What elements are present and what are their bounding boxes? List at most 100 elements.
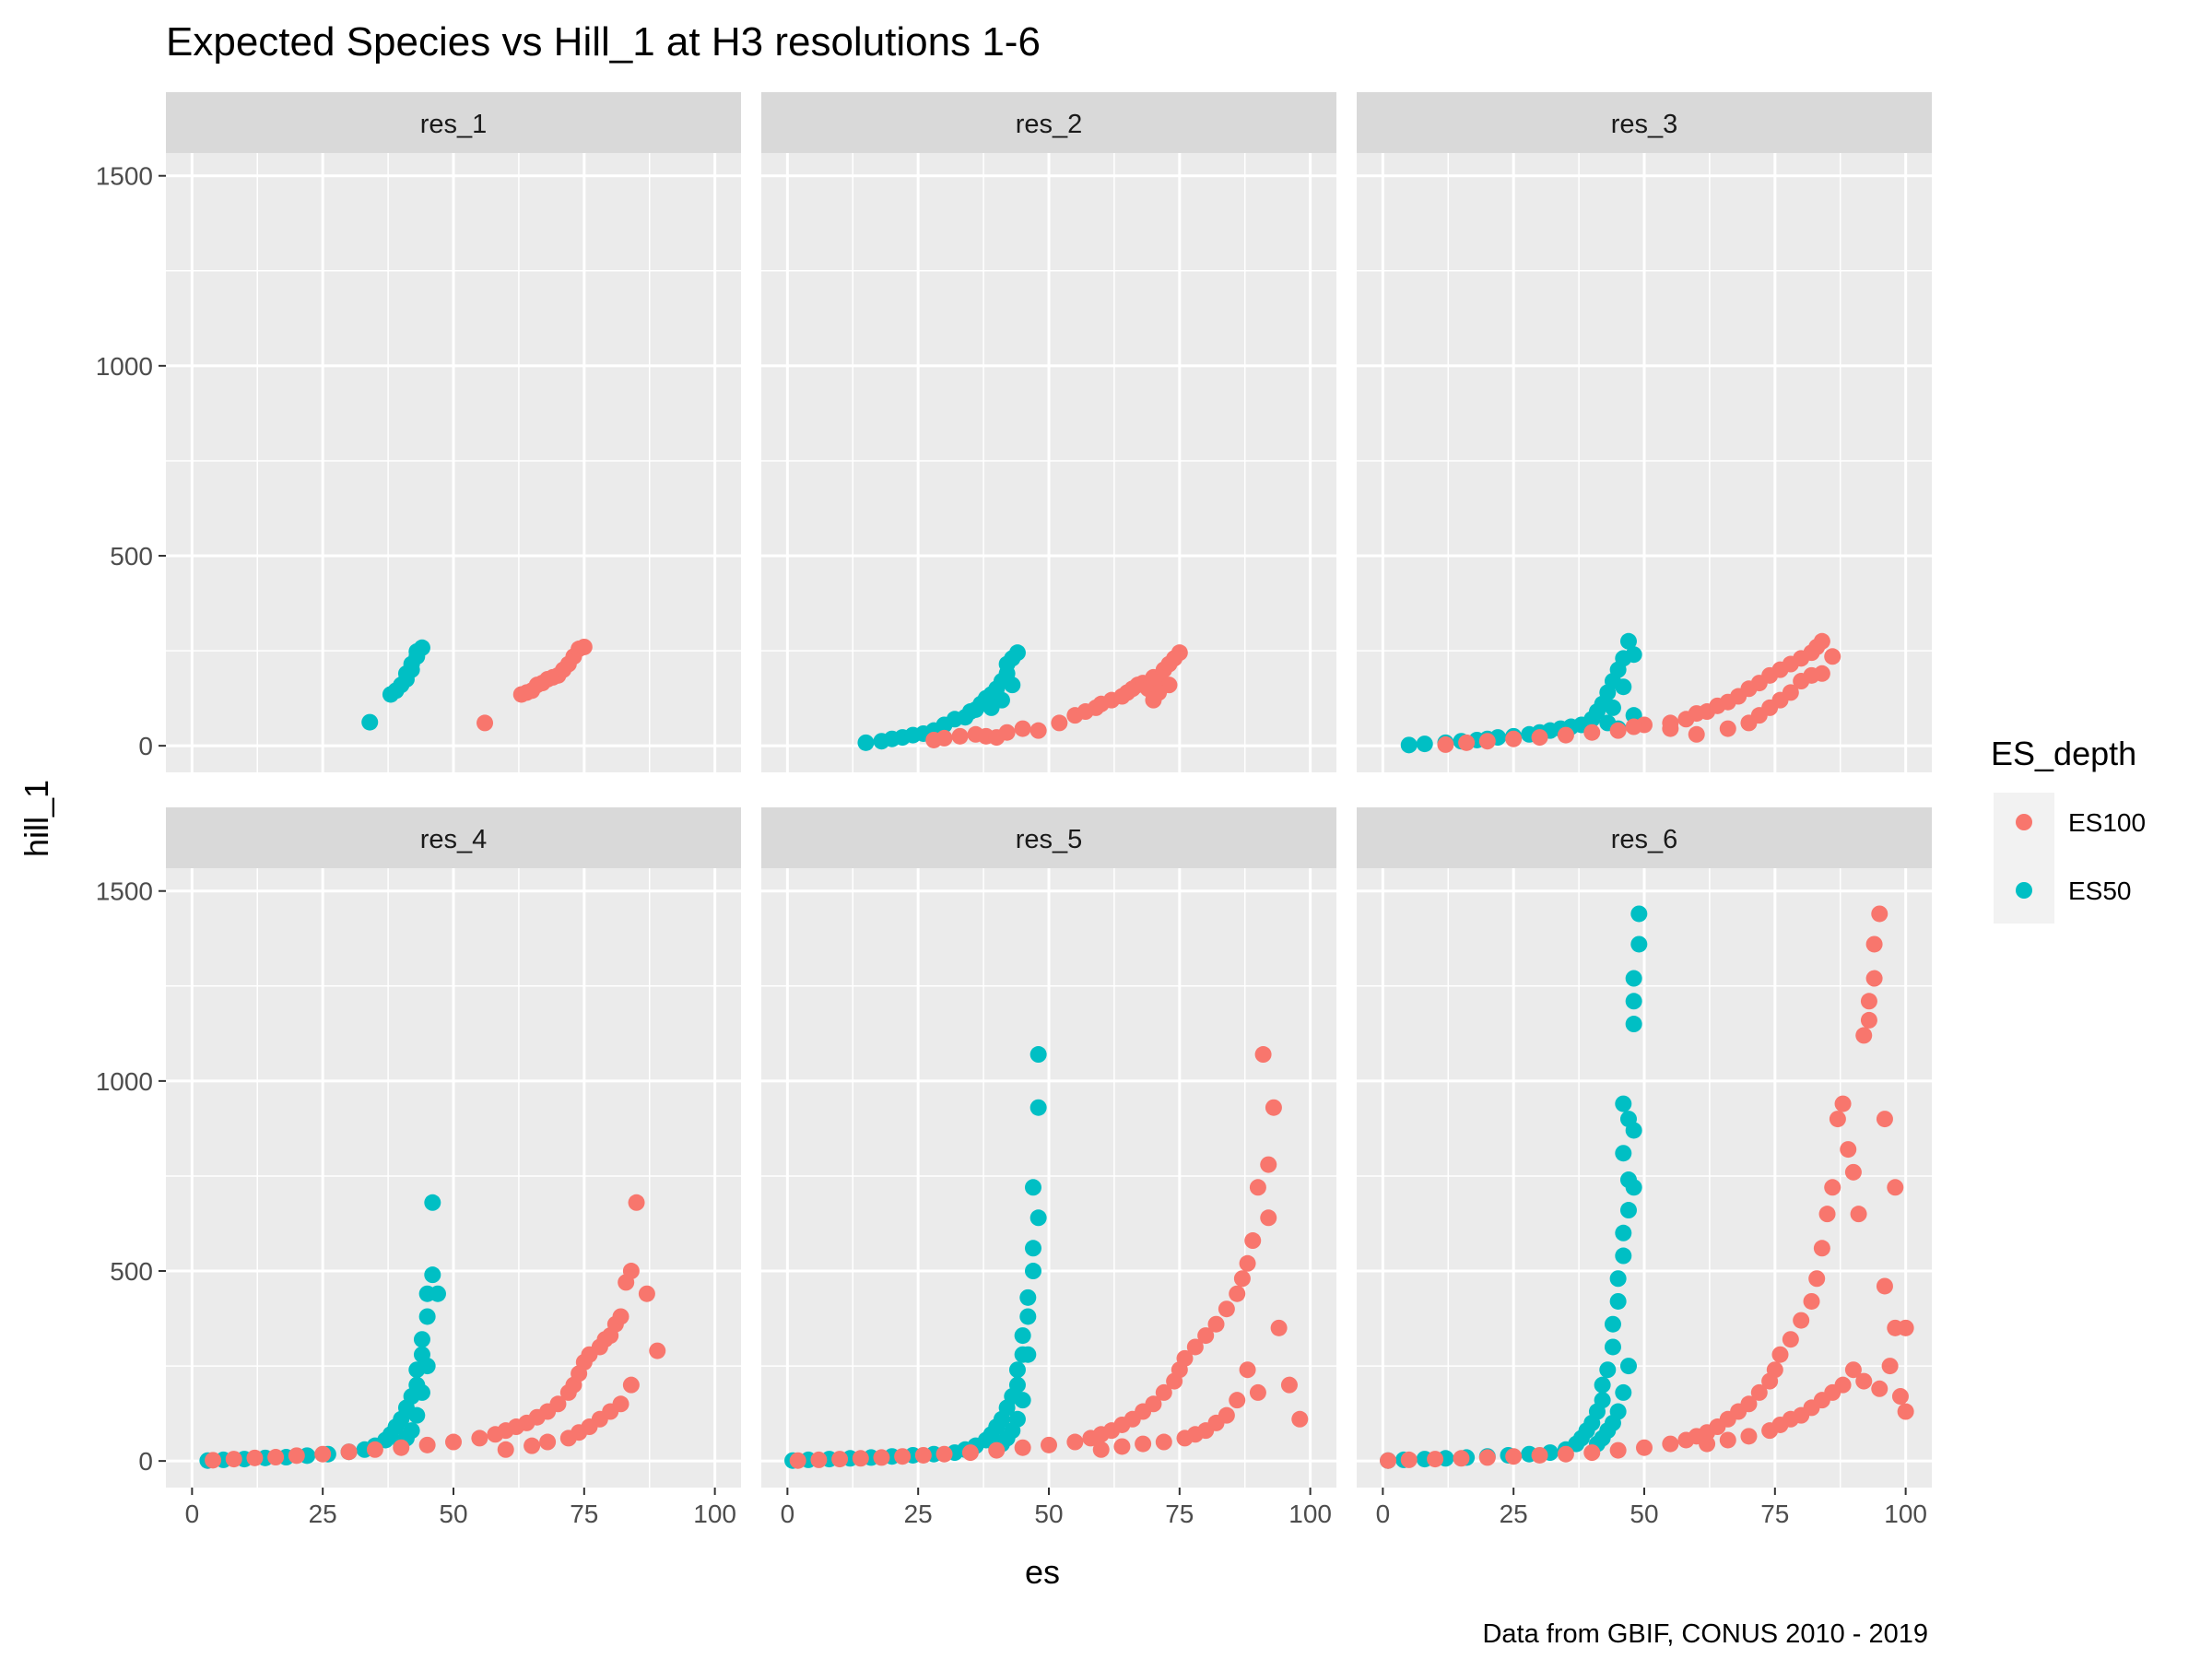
data-point — [1019, 1308, 1037, 1325]
series-es100 — [477, 638, 593, 732]
data-point — [1625, 718, 1642, 735]
data-point — [1400, 736, 1418, 754]
data-point — [418, 1308, 436, 1325]
data-point — [1014, 720, 1031, 737]
data-point — [1865, 970, 1883, 987]
data-point — [1824, 1179, 1841, 1196]
data-point — [1844, 1361, 1862, 1379]
data-point — [998, 724, 1016, 741]
data-point — [1615, 1145, 1632, 1162]
data-point — [1265, 1099, 1282, 1116]
data-point — [1619, 1202, 1637, 1219]
data-point — [1897, 1403, 1914, 1420]
series-es100 — [789, 1046, 1309, 1469]
facet-res_2: res_2 — [761, 92, 1336, 772]
data-point — [628, 1194, 645, 1211]
data-point — [1865, 935, 1883, 953]
data-point — [1615, 1383, 1632, 1401]
x-tick-label: 100 — [1288, 1500, 1332, 1528]
data-point — [1793, 1312, 1810, 1329]
data-point — [471, 1430, 488, 1447]
data-point — [935, 1445, 953, 1463]
data-point — [1699, 1435, 1716, 1453]
data-point — [1197, 1327, 1215, 1345]
x-tick-label: 50 — [1630, 1500, 1658, 1528]
data-point — [1024, 1179, 1041, 1196]
data-point — [1662, 1435, 1679, 1453]
data-point — [559, 1430, 577, 1447]
data-point — [894, 1448, 912, 1465]
data-point — [1145, 1395, 1162, 1413]
x-tick-label: 75 — [570, 1500, 598, 1528]
y-tick-label: 1500 — [96, 162, 153, 191]
x-tick-label: 25 — [904, 1500, 933, 1528]
data-point — [408, 1406, 426, 1424]
y-tick-label: 0 — [138, 1447, 153, 1476]
data-point — [1014, 1327, 1031, 1345]
data-point — [1609, 1292, 1627, 1310]
data-point — [1813, 632, 1830, 650]
facet-res_6: res_6 0 25 50 75 100 — [1357, 807, 1932, 1528]
data-point — [935, 729, 953, 747]
data-point — [1636, 1439, 1653, 1456]
data-point — [413, 1383, 430, 1401]
data-point — [1155, 1433, 1172, 1451]
facet-res_3: res_3 — [1357, 92, 1932, 772]
data-point — [1113, 1438, 1131, 1455]
data-point — [1855, 1372, 1873, 1390]
x-tick-label: 0 — [185, 1500, 200, 1528]
y-tick-label: 1000 — [96, 1067, 153, 1096]
facet-strip-label: res_6 — [1611, 825, 1678, 854]
data-point — [649, 1342, 666, 1359]
data-point — [1891, 1388, 1909, 1406]
data-point — [1478, 733, 1496, 750]
data-point — [1844, 1163, 1862, 1181]
data-point — [1019, 1346, 1037, 1363]
data-point — [1619, 1358, 1637, 1375]
data-point — [982, 699, 1000, 716]
data-point — [497, 1441, 514, 1458]
data-point — [1818, 1206, 1836, 1223]
data-point — [1604, 1338, 1621, 1356]
data-point — [810, 1451, 828, 1468]
data-point — [1594, 1392, 1611, 1409]
facet-strip — [1357, 807, 1932, 868]
x-tick-label: 75 — [1760, 1500, 1789, 1528]
caption: Data from GBIF, CONUS 2010 - 2019 — [1482, 1619, 1928, 1649]
data-point — [413, 1331, 430, 1348]
data-point — [1630, 905, 1648, 923]
data-point — [539, 1433, 557, 1451]
data-point — [1239, 1361, 1256, 1379]
data-point — [1860, 1011, 1877, 1029]
data-point — [1557, 1445, 1574, 1463]
data-point — [1829, 1111, 1846, 1128]
data-point — [549, 1395, 567, 1413]
data-point — [424, 1266, 441, 1284]
series-es100 — [1380, 905, 1914, 1469]
data-point — [1176, 1349, 1194, 1367]
series-es100 — [925, 644, 1188, 748]
gridlines — [761, 153, 1336, 772]
data-point — [1092, 1441, 1110, 1458]
data-point — [205, 1452, 222, 1469]
y-tick-label: 500 — [110, 1257, 153, 1286]
legend-key-background — [1994, 793, 2054, 924]
gridlines — [166, 868, 741, 1488]
facet-strip-label: res_2 — [1016, 110, 1083, 139]
data-point — [1249, 1383, 1266, 1401]
data-point — [1808, 1270, 1826, 1288]
data-point — [1218, 1300, 1235, 1318]
data-point — [988, 1441, 1006, 1459]
gridlines — [166, 153, 741, 772]
data-point — [1876, 1111, 1893, 1128]
legend-key-es50 — [2016, 882, 2032, 899]
data-point — [1625, 1179, 1642, 1196]
data-point — [622, 1263, 640, 1280]
data-point — [1615, 678, 1632, 696]
data-point — [1260, 1156, 1277, 1173]
data-point — [413, 639, 430, 656]
data-point — [361, 713, 379, 731]
facet-strip-label: res_3 — [1611, 110, 1678, 139]
